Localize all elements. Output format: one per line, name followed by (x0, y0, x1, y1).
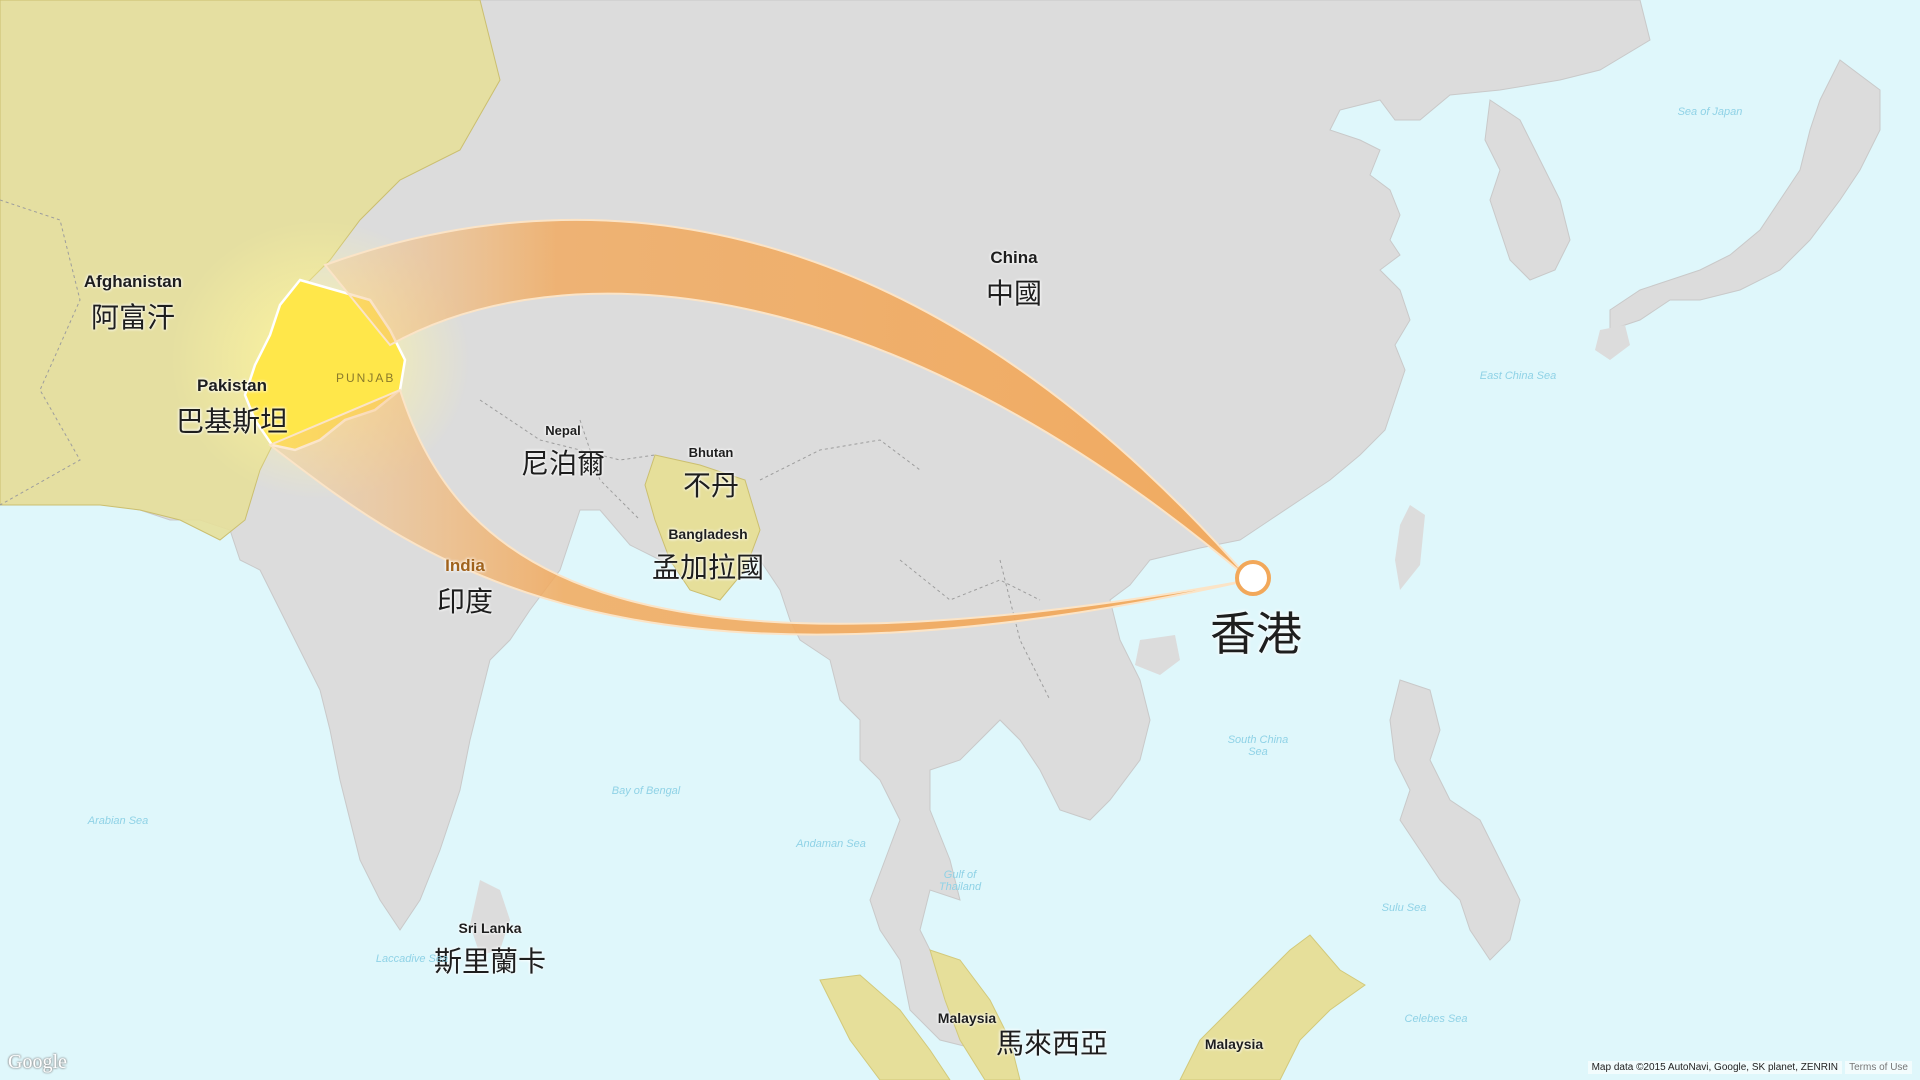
country-name-zh: 中國 (985, 277, 1043, 310)
sea-label: South China Sea (1227, 734, 1289, 758)
country-name-zh: 尼泊爾 (520, 447, 606, 480)
country-name-en: Afghanistan (83, 272, 183, 291)
landmass-philippines (1389, 679, 1521, 961)
terms-link[interactable]: Terms of Use (1845, 1061, 1912, 1074)
map-attribution: Map data ©2015 AutoNavi, Google, SK plan… (1587, 1061, 1842, 1074)
country-name-zh: 孟加拉國 (651, 551, 765, 584)
country-name-en: Sri Lanka (458, 920, 522, 936)
landmass-sri-lanka (470, 880, 510, 955)
hong-kong-marker[interactable] (1235, 560, 1271, 596)
country-label-bhutan: Bhutan 不丹 (683, 445, 739, 504)
country-label-malaysia-west: Malaysia 馬來西亞 (916, 1010, 1108, 1062)
sea-label: Celebes Sea (1404, 1013, 1468, 1025)
country-name-en: Bangladesh (668, 526, 748, 542)
sea-label: Andaman Sea (796, 838, 866, 850)
google-logo[interactable]: Google (8, 1051, 67, 1073)
sea-label: Sulu Sea (1381, 902, 1427, 914)
sea-label: Laccadive Sea (375, 953, 449, 965)
landmass-borneo (1179, 934, 1366, 1080)
country-label-bangladesh: Bangladesh 孟加拉國 (652, 526, 764, 586)
sea-label: East China Sea (1479, 370, 1557, 382)
country-name-zh: 印度 (436, 585, 494, 618)
country-name-en: Malaysia (937, 1010, 997, 1026)
landmass-taiwan (1395, 505, 1425, 590)
country-name-en: India (445, 556, 485, 575)
landmass-malay-peninsula (929, 949, 1021, 1080)
landmass-kyushu (1595, 325, 1630, 360)
region-label-punjab: PUNJAB (336, 371, 396, 385)
sea-label: Sea of Japan (1677, 106, 1743, 118)
landmass-hainan (1135, 635, 1180, 675)
country-name-zh: 不丹 (682, 469, 740, 502)
country-name-zh: 斯里蘭卡 (433, 945, 547, 978)
country-name-zh: 馬來西亞 (995, 1027, 1109, 1060)
destination-label-hong-kong: 香港 (1210, 607, 1302, 661)
country-name-en: Pakistan (197, 376, 267, 395)
country-label-nepal: Nepal 尼泊爾 (521, 423, 605, 482)
sea-label: Arabian Sea (87, 815, 149, 827)
landmass-korea (1484, 99, 1571, 281)
sea-label: Gulf of Thailand (938, 869, 982, 893)
country-name-zh: 阿富汗 (90, 301, 176, 334)
country-label-pakistan: Pakistan 巴基斯坦 (176, 376, 288, 440)
country-label-china: China 中國 (986, 248, 1042, 312)
country-name-en: China (990, 248, 1038, 267)
region-bangladesh (644, 454, 761, 601)
country-label-sri-lanka: Sri Lanka 斯里蘭卡 (434, 920, 546, 980)
country-name-en: Bhutan (688, 445, 734, 460)
country-label-afghanistan: Afghanistan 阿富汗 (84, 272, 182, 336)
country-label-india: India 印度 (437, 556, 493, 620)
country-label-malaysia-east: Malaysia (1205, 1036, 1263, 1052)
country-name-zh: 巴基斯坦 (175, 405, 289, 438)
sea-label: Bay of Bengal (611, 785, 681, 797)
landmass-sumatra (819, 974, 951, 1080)
border-lines (0, 199, 1051, 701)
country-name-en: Nepal (545, 423, 581, 438)
country-name-en: Malaysia (1204, 1036, 1264, 1052)
